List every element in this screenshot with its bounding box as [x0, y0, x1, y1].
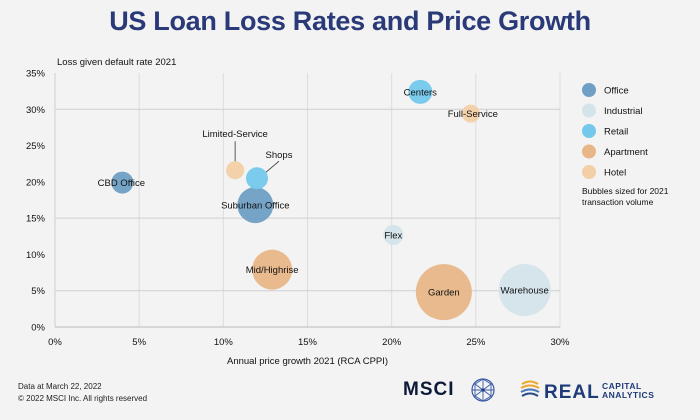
leader-line	[265, 160, 280, 173]
y-tick-label: 10%	[26, 250, 46, 261]
rca-logo: REAL CAPITAL ANALYTICS	[520, 380, 654, 403]
bubble-centers	[408, 79, 433, 104]
bubble-full-service	[461, 104, 480, 123]
x-axis-title: Annual price growth 2021 (RCA CPPI)	[227, 356, 388, 367]
bubble-label: Full-Service	[448, 109, 498, 120]
x-tick-label: 5%	[132, 337, 146, 348]
legend-label-hotel: Hotel	[604, 168, 626, 179]
footer: Data at March 22, 2022 © 2022 MSCI Inc. …	[18, 381, 147, 405]
legend-swatch-industrial	[582, 103, 596, 118]
copyright-note: © 2022 MSCI Inc. All rights reserved	[18, 394, 148, 403]
bubble-label: Warehouse	[501, 285, 549, 296]
msci-globe-icon	[471, 378, 495, 402]
bubble-label: Suburban Office	[221, 201, 289, 212]
bubble-warehouse	[498, 263, 551, 316]
x-tick-label: 15%	[298, 337, 318, 348]
y-tick-label: 25%	[26, 141, 46, 152]
y-tick-label: 20%	[26, 177, 46, 188]
y-axis-title: Loss given default rate 2021	[57, 57, 176, 68]
bubble-mid-highrise	[252, 249, 293, 290]
y-tick-label: 15%	[26, 214, 46, 225]
bubble-label: Garden	[428, 288, 460, 299]
bubble-label: Limited-Service	[202, 129, 267, 140]
axes: 0% 5% 10% 15% 20% 25% 30% 0% 5% 10% 15% 20% 25% 30% 35…	[26, 57, 570, 367]
x-tick-label: 10%	[214, 337, 234, 348]
bubble-label: Centers	[404, 87, 438, 98]
legend-label-industrial: Industrial	[604, 106, 643, 117]
legend-label-retail: Retail	[604, 127, 628, 138]
rca-analytics-text: ANALYTICS	[602, 390, 654, 400]
y-tick-label: 5%	[31, 286, 45, 297]
bubbles	[111, 79, 551, 321]
legend-label-apartment: Apartment	[604, 147, 648, 158]
msci-logo: MSCI	[403, 379, 455, 400]
legend-note: transaction volume	[582, 197, 654, 207]
x-tick-label: 0%	[48, 337, 62, 348]
bubble-cbd-office	[111, 171, 134, 194]
bubble-shops	[246, 167, 268, 190]
x-tick-label: 30%	[550, 337, 570, 348]
legend-swatch-retail	[582, 124, 596, 138]
x-tick-label: 25%	[466, 337, 486, 348]
legend-swatch-hotel	[582, 165, 596, 179]
x-tick-label: 20%	[382, 337, 402, 348]
y-tick-label: 35%	[26, 69, 46, 80]
data-date-note: Data at March 22, 2022	[18, 382, 102, 391]
legend-swatch-office	[582, 83, 596, 97]
legend-note: Bubbles sized for 2021	[582, 186, 669, 196]
legend-swatch-apartment	[582, 144, 596, 159]
bubble-label: CBD Office	[98, 178, 145, 189]
bubble-label: Shops	[266, 150, 293, 161]
bubble-suburban-office	[237, 187, 274, 224]
legend: Office Industrial Retail Apartment Hotel Bubb…	[582, 83, 669, 207]
chart-title: US Loan Loss Rates and Price Growth	[109, 6, 591, 36]
bubble-flex	[383, 224, 404, 245]
legend-label-office: Office	[604, 86, 629, 97]
rca-real-text: REAL	[544, 382, 600, 403]
bubble-label: Flex	[384, 230, 402, 241]
rca-waves-icon	[520, 380, 540, 397]
y-tick-label: 30%	[26, 105, 46, 116]
bubble-labels: CBD Office Suburban Office Flex Warehouse Sh…	[98, 87, 549, 298]
rca-capital-text: CAPITAL	[602, 381, 642, 391]
bubble-label: Mid/Highrise	[246, 265, 299, 276]
bubble-garden	[415, 264, 472, 321]
bubble-limited-service	[226, 161, 245, 180]
y-tick-label: 0%	[31, 323, 45, 334]
